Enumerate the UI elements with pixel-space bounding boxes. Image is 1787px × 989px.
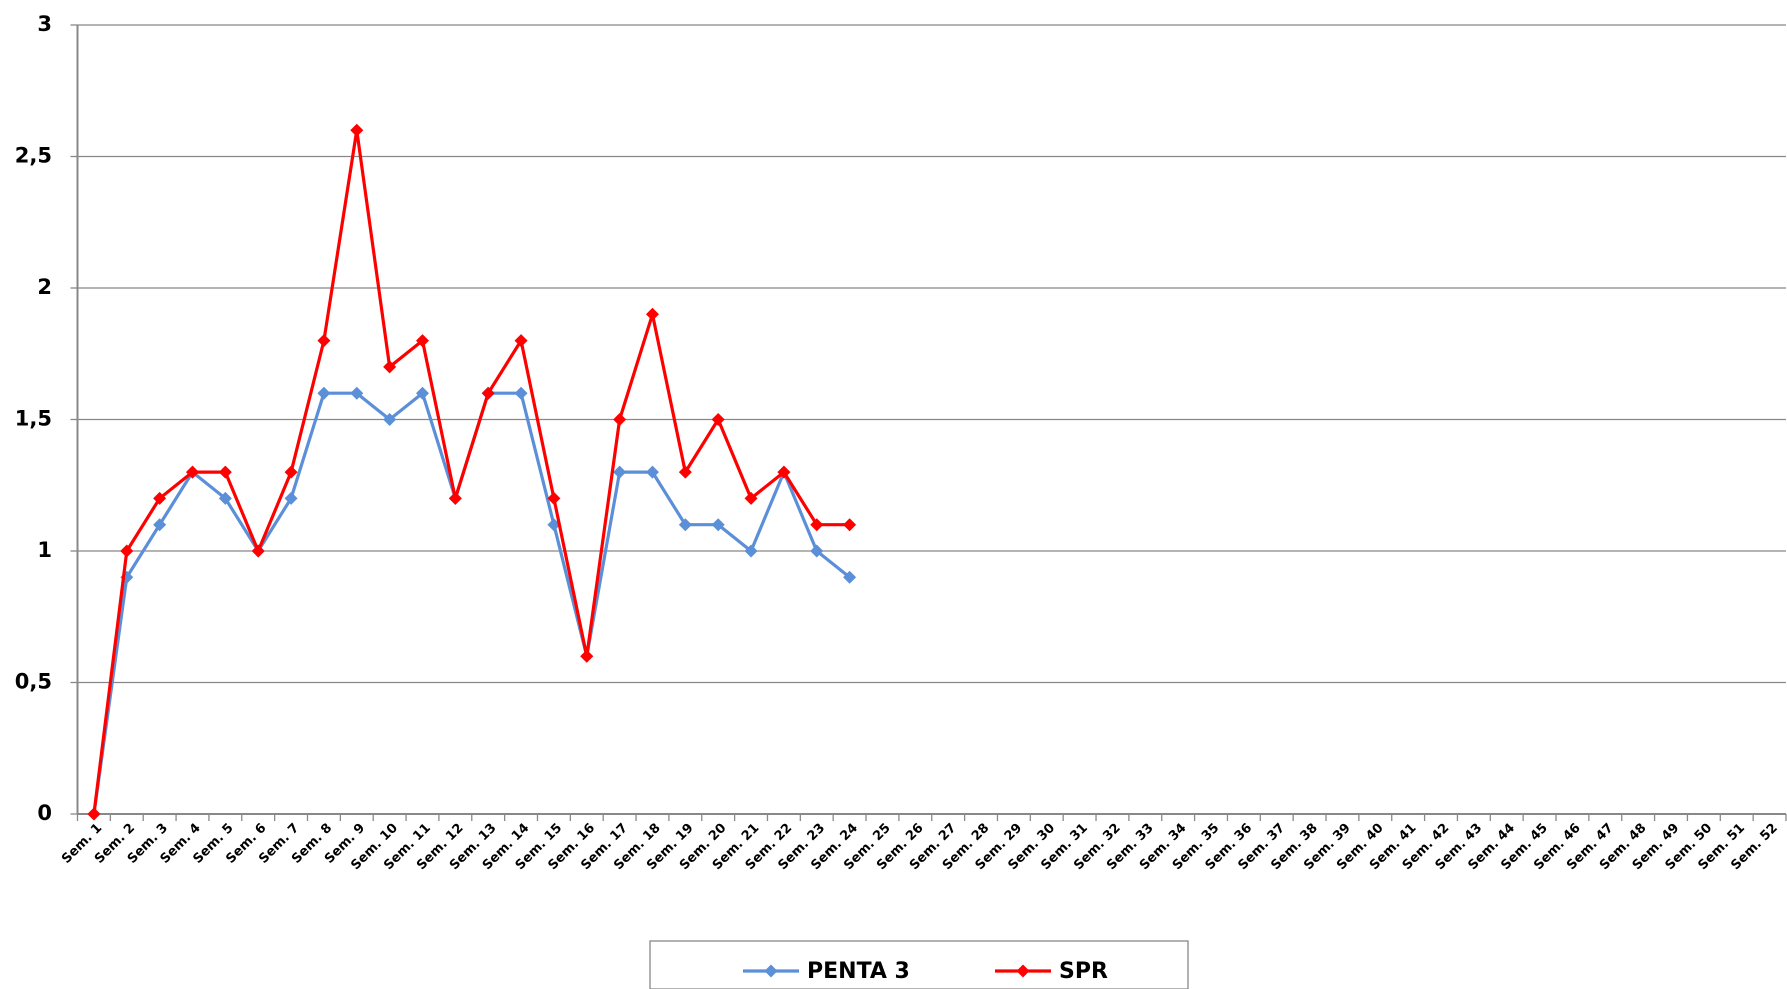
legend-box	[649, 940, 1189, 989]
point-marker	[415, 386, 429, 400]
point-marker	[218, 491, 232, 505]
y-tick-label: 0	[37, 801, 52, 825]
point-marker	[678, 465, 692, 479]
point-marker	[777, 465, 791, 479]
legend-marker	[764, 964, 778, 978]
point-marker	[613, 413, 627, 426]
point-marker	[185, 465, 199, 479]
point-marker	[251, 544, 265, 558]
point-marker	[284, 491, 298, 505]
point-marker	[580, 649, 594, 663]
y-tick-label: 2,5	[15, 144, 52, 168]
point-marker	[481, 386, 495, 400]
point-marker	[415, 334, 429, 348]
legend-label: PENTA 3	[807, 959, 910, 984]
point-marker	[350, 123, 364, 137]
point-marker	[350, 386, 364, 400]
point-marker	[514, 334, 528, 348]
y-tick-label: 2	[37, 275, 52, 299]
point-marker	[448, 491, 462, 505]
series-line	[92, 129, 850, 815]
point-marker	[711, 518, 725, 532]
series-line	[92, 390, 851, 815]
point-marker	[317, 386, 331, 400]
y-tick-label: 3	[37, 12, 52, 36]
point-marker	[678, 518, 692, 532]
point-marker	[843, 518, 857, 532]
point-marker	[317, 334, 331, 348]
point-marker	[843, 570, 857, 584]
point-marker	[153, 518, 167, 532]
point-marker	[810, 544, 824, 558]
point-marker	[383, 360, 397, 374]
point-marker	[744, 491, 758, 505]
point-marker	[810, 518, 824, 532]
point-marker	[547, 491, 561, 505]
point-marker	[711, 413, 725, 426]
point-marker	[645, 465, 659, 479]
point-marker	[383, 413, 397, 426]
point-marker	[284, 465, 298, 479]
y-tick-label: 0,5	[15, 670, 52, 694]
y-tick-label: 1	[37, 538, 52, 562]
legend-label: SPR	[1059, 959, 1108, 984]
legend-marker	[1016, 964, 1030, 978]
point-marker	[744, 544, 758, 558]
point-marker	[218, 465, 232, 479]
point-marker	[514, 386, 528, 400]
point-marker	[153, 491, 167, 505]
y-tick-label: 1,5	[15, 407, 52, 431]
point-marker	[87, 807, 101, 821]
point-marker	[613, 465, 627, 479]
point-marker	[120, 544, 134, 558]
point-marker	[645, 307, 659, 321]
